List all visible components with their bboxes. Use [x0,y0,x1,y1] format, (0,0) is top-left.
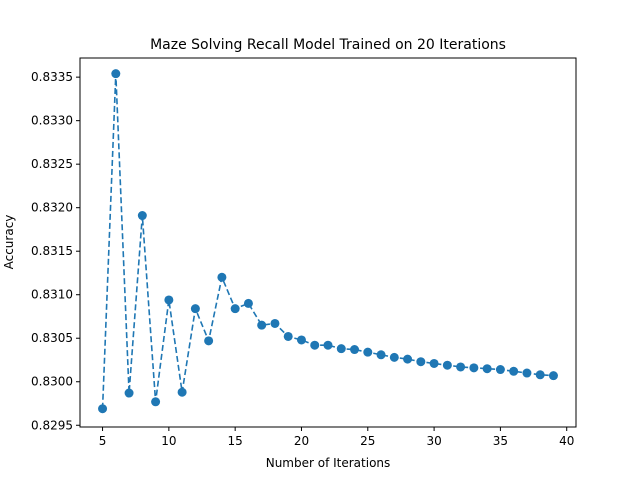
data-point [124,388,134,398]
y-tick-label: 0.8305 [31,331,73,345]
data-point [177,387,187,397]
chart-title: Maze Solving Recall Model Trained on 20 … [150,37,506,53]
x-tick-label: 40 [559,434,574,448]
data-point [442,360,452,370]
x-tick-label: 20 [294,434,309,448]
y-tick-label: 0.8320 [31,201,73,215]
data-point [190,304,200,314]
data-point [535,370,545,380]
data-point [376,350,386,360]
data-point [137,211,147,221]
data-point [243,298,253,308]
data-point [283,331,293,341]
data-point [336,344,346,354]
data-point [350,345,360,355]
x-tick-label: 5 [99,434,107,448]
y-axis-label: Accuracy [2,215,16,270]
x-tick-label: 30 [426,434,441,448]
data-point [495,365,505,375]
data-point [204,336,214,346]
data-point [111,69,121,79]
y-tick-label: 0.8335 [31,70,73,84]
data-point [310,340,320,350]
data-point [270,318,280,328]
y-tick-label: 0.8310 [31,288,73,302]
data-point [323,340,333,350]
x-tick-label: 10 [161,434,176,448]
data-point [217,272,227,282]
data-point [429,358,439,368]
data-point [257,320,267,330]
data-point [522,368,532,378]
data-point [548,371,558,381]
x-tick-label: 35 [493,434,508,448]
data-point [389,352,399,362]
data-point [230,304,240,314]
data-point [469,363,479,373]
y-tick-label: 0.8295 [31,418,73,432]
series-markers [98,69,558,414]
x-axis-label: Number of Iterations [266,456,391,470]
x-axis: 5 10 15 20 25 30 35 40 [99,427,574,448]
data-point [416,357,426,367]
y-axis: 0.8295 0.8300 0.8305 0.8310 0.8315 0.8320 0.83… [31,70,80,432]
plot-area [79,57,577,428]
data-point [296,335,306,345]
data-point [164,295,174,305]
y-tick-label: 0.8315 [31,244,73,258]
data-point [403,354,413,364]
data-point [151,397,161,407]
y-tick-label: 0.8330 [31,114,73,128]
data-point [363,347,373,357]
data-point [482,364,492,374]
x-tick-label: 15 [228,434,243,448]
y-tick-label: 0.8300 [31,375,73,389]
data-point [456,362,466,372]
data-point [509,366,519,376]
data-point [98,404,108,414]
y-tick-label: 0.8325 [31,157,73,171]
x-tick-label: 25 [360,434,375,448]
series-line [101,73,554,409]
